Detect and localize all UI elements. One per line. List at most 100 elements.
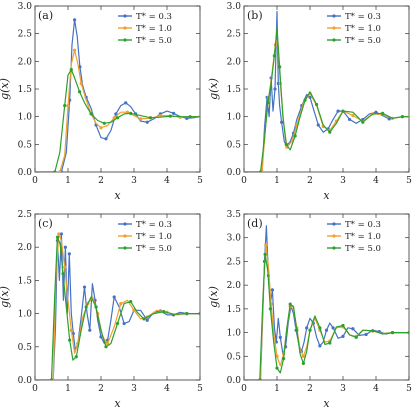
x-tick-label: 1 <box>274 176 280 186</box>
y-tick-label: 2.0 <box>227 57 242 67</box>
x-axis-label: x <box>114 397 121 410</box>
data-point <box>49 378 54 380</box>
x-axis-label: x <box>323 189 330 202</box>
data-point <box>82 285 87 289</box>
legend-marker <box>332 38 336 42</box>
data-point <box>318 344 322 348</box>
data-point <box>258 378 262 380</box>
data-point <box>132 308 136 312</box>
x-tick-label: 2 <box>98 176 104 186</box>
data-point <box>145 318 149 322</box>
x-tick-label: 0 <box>32 176 38 186</box>
data-point <box>84 305 88 309</box>
data-point <box>99 126 103 130</box>
data-point <box>400 115 404 119</box>
legend-entry: T* = 0.3 <box>345 220 381 230</box>
data-point <box>301 354 305 358</box>
x-tick-label: 5 <box>406 176 412 186</box>
data-point <box>278 65 282 69</box>
series-line-2 <box>244 244 409 380</box>
chart-panel-4: 0 1 2 3 4 5 0.0 0.5 1.0 1.5 2.0 2.5 3.0 3.5 x g(x) (d) T*… <box>207 210 412 410</box>
data-point <box>361 120 365 124</box>
chart-panel-1: 0 1 2 3 4 5 0.0 0.5 1.0 1.5 2.0 2.5 3.0 x g(x) (a) T* = … <box>0 2 203 202</box>
data-point <box>288 302 292 306</box>
plot-area <box>35 18 200 172</box>
plot-frame <box>34 213 201 381</box>
y-tick-label: 2.5 <box>18 210 33 220</box>
x-tick-label: 1 <box>274 384 280 394</box>
y-tick-label: 0.0 <box>227 376 242 386</box>
y-tick-label: 0.5 <box>227 140 242 150</box>
panel-label: (c) <box>38 217 53 230</box>
data-point <box>282 357 286 361</box>
data-point <box>264 243 268 247</box>
legend-marker <box>123 222 127 226</box>
y-axis-label: g(x) <box>0 78 11 100</box>
legend-entry: T* = 0.3 <box>136 220 172 230</box>
data-point <box>145 120 149 124</box>
data-point <box>258 170 263 172</box>
legend-entry: T* = 1.0 <box>345 24 381 34</box>
legend-entry: T* = 1.0 <box>345 232 381 242</box>
x-tick-label: 2 <box>98 384 104 394</box>
data-point <box>55 235 60 239</box>
x-tick-label: 1 <box>65 384 71 394</box>
data-point <box>387 117 391 121</box>
data-point <box>148 116 153 120</box>
legend-entry: T* = 0.3 <box>345 12 381 22</box>
series-line-2 <box>244 38 409 172</box>
data-point <box>112 295 116 299</box>
legend-marker <box>332 246 336 250</box>
data-point <box>341 323 345 328</box>
data-point <box>94 305 98 309</box>
data-point <box>172 111 176 115</box>
data-point <box>381 111 385 115</box>
data-point <box>278 335 282 339</box>
series-line-1 <box>35 19 200 172</box>
y-tick-label: 2.5 <box>18 30 33 40</box>
legend-entry: T* = 1.0 <box>136 232 172 242</box>
plot-frame <box>243 213 410 381</box>
x-tick-label: 0 <box>32 384 38 394</box>
data-point <box>308 328 312 332</box>
y-tick-label: 3.5 <box>227 210 242 220</box>
data-point <box>284 142 288 146</box>
legend-marker <box>123 14 127 18</box>
y-tick-label: 1.0 <box>227 113 242 123</box>
data-point <box>328 130 332 134</box>
data-point <box>104 137 108 141</box>
y-tick-label: 0.0 <box>18 168 33 178</box>
data-point <box>162 310 166 314</box>
legend-marker <box>332 26 336 30</box>
data-point <box>63 265 67 269</box>
data-point <box>88 328 92 332</box>
data-point <box>328 341 332 345</box>
data-point <box>57 232 61 236</box>
x-tick-label: 1 <box>65 176 71 186</box>
panel-label: (b) <box>247 9 263 22</box>
x-tick-label: 2 <box>307 384 313 394</box>
data-point <box>324 328 329 332</box>
y-axis-label: g(x) <box>0 286 11 308</box>
x-tick-label: 4 <box>373 384 379 394</box>
data-point <box>115 116 120 120</box>
data-point <box>79 81 83 86</box>
data-point <box>73 48 77 52</box>
data-point <box>331 326 335 330</box>
legend-marker <box>332 14 336 18</box>
data-point <box>69 68 73 72</box>
data-point <box>341 109 345 113</box>
data-point <box>68 338 72 342</box>
data-point <box>124 101 128 105</box>
data-point <box>275 366 279 370</box>
y-tick-label: 2.5 <box>227 30 242 40</box>
data-point <box>61 272 65 276</box>
data-point <box>74 355 78 359</box>
data-point <box>119 302 123 306</box>
legend-marker <box>332 234 336 238</box>
data-point <box>318 326 322 330</box>
data-point <box>315 102 319 107</box>
data-point <box>351 327 355 331</box>
data-point <box>273 87 277 91</box>
